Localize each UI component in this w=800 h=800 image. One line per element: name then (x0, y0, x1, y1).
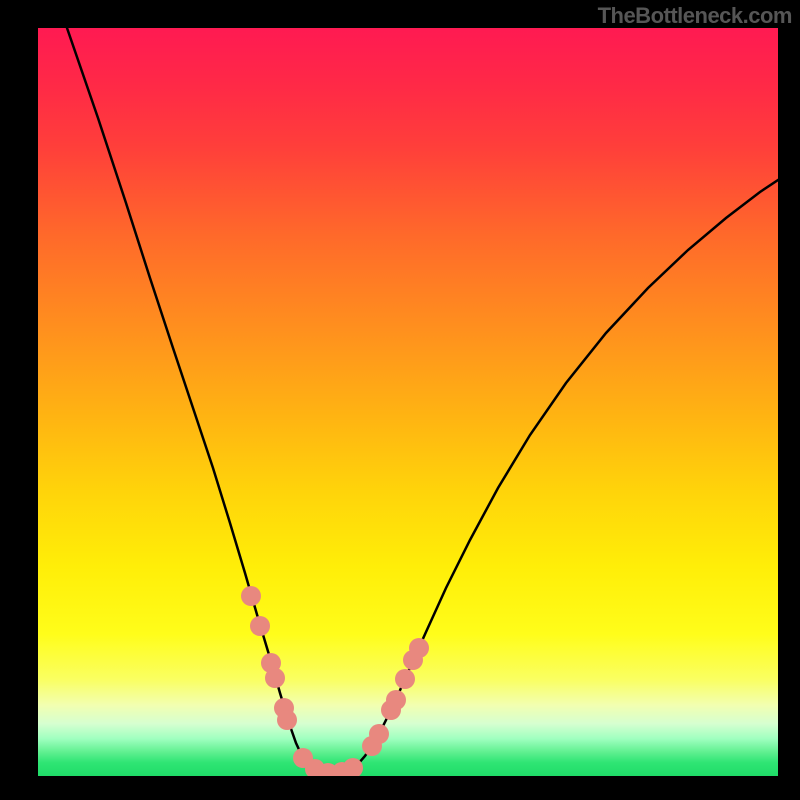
marker-right (386, 690, 406, 710)
plot-area (38, 28, 778, 776)
marker-left (241, 586, 261, 606)
marker-right (409, 638, 429, 658)
watermark-text: TheBottleneck.com (598, 3, 792, 29)
chart-container: TheBottleneck.com (0, 0, 800, 800)
marker-left (265, 668, 285, 688)
marker-right (369, 724, 389, 744)
marker-right (395, 669, 415, 689)
marker-left (277, 710, 297, 730)
marker-left (250, 616, 270, 636)
chart-svg (38, 28, 778, 776)
